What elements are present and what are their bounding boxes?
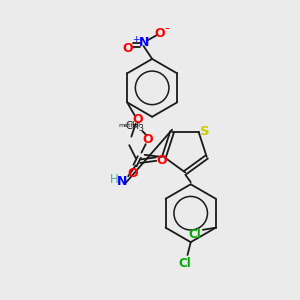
Text: Cl: Cl: [178, 257, 191, 270]
Text: N: N: [138, 36, 149, 50]
Text: Cl: Cl: [188, 228, 201, 241]
Text: O: O: [142, 133, 153, 146]
Text: N: N: [116, 175, 127, 188]
Text: S: S: [200, 125, 210, 138]
Text: O: O: [122, 42, 133, 55]
Text: methyl: methyl: [119, 123, 141, 128]
Text: O: O: [128, 167, 138, 179]
Text: O: O: [156, 154, 167, 167]
Text: -: -: [165, 22, 170, 35]
Text: CH: CH: [126, 121, 140, 131]
Text: 3: 3: [138, 124, 143, 133]
Text: O: O: [133, 113, 143, 126]
Text: H: H: [110, 173, 118, 186]
Text: O: O: [154, 27, 165, 40]
Text: +: +: [132, 35, 140, 44]
